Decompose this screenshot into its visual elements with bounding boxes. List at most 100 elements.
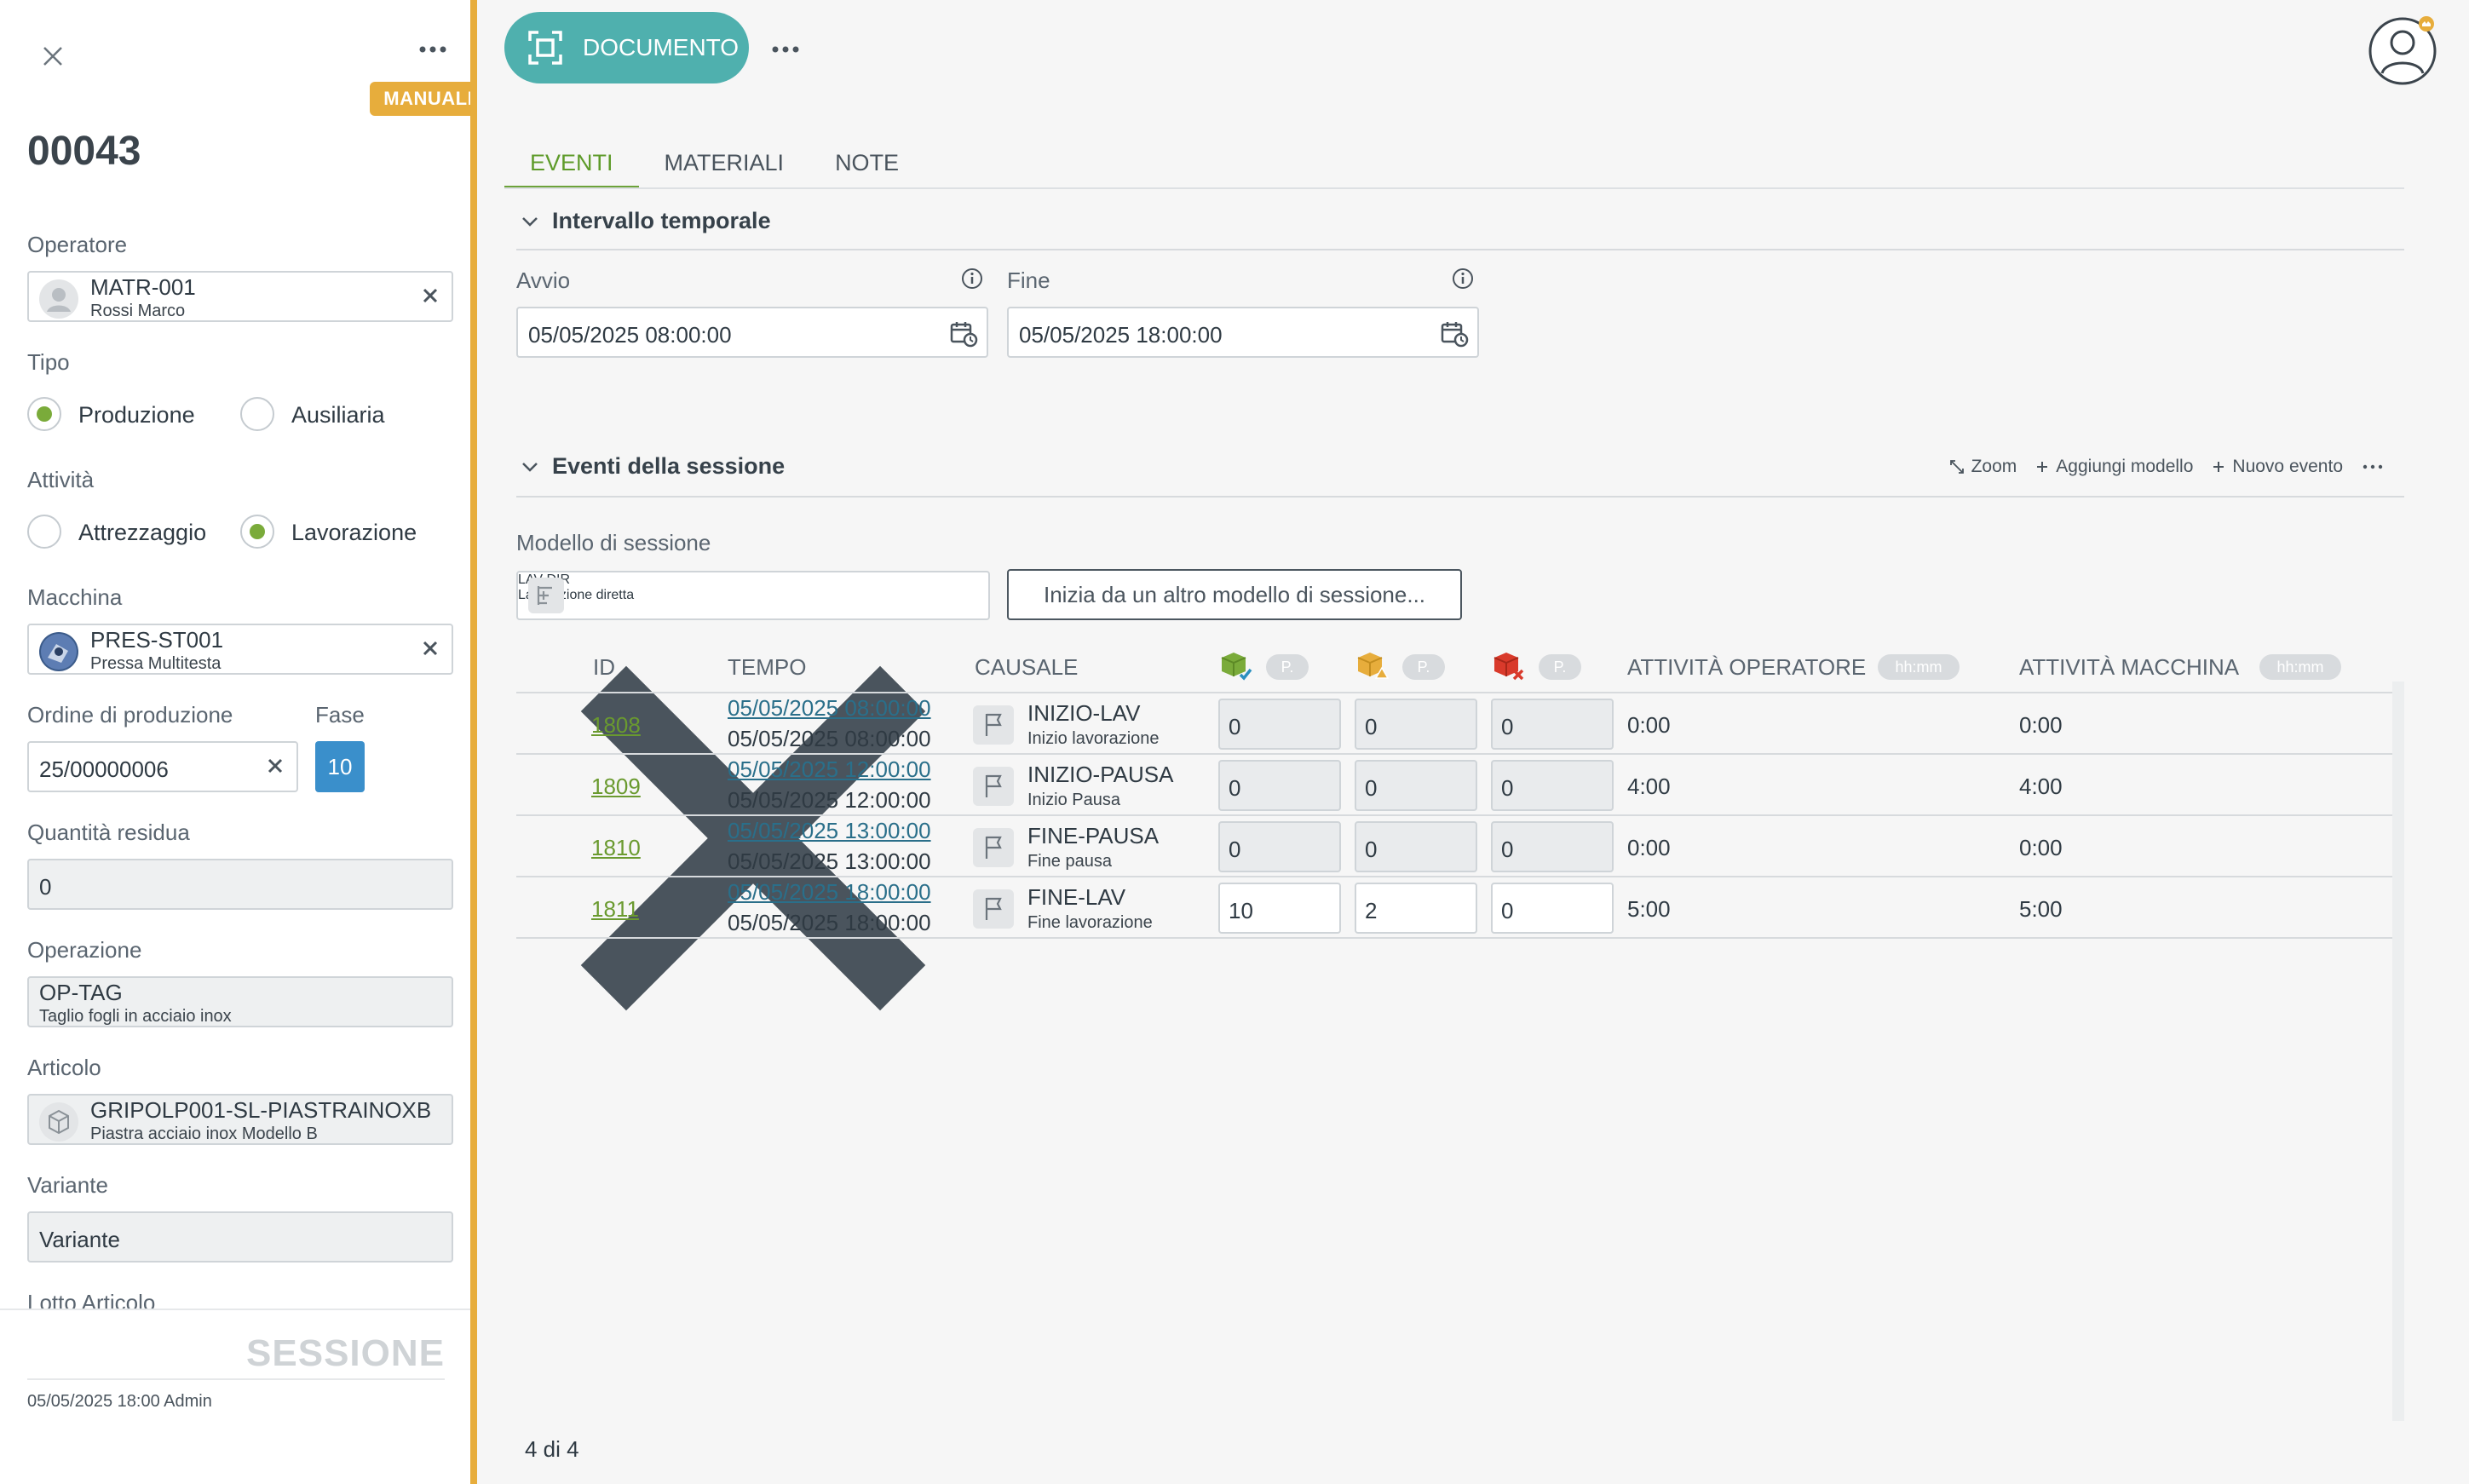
table-scrollbar[interactable] <box>2392 682 2404 1421</box>
calendar-clock-icon[interactable] <box>1440 320 1469 348</box>
interval-section-toggle[interactable]: Intervallo temporale <box>521 208 771 234</box>
session-model-field[interactable]: LAV-DIR Lavorazione diretta <box>516 571 990 1011</box>
macchina-label: Macchina <box>27 584 123 610</box>
header-attivita-macchina[interactable]: ATTIVITÀ MACCHINA <box>2019 654 2240 680</box>
operazione-label: Operazione <box>27 937 142 963</box>
attivita-label: Attività <box>27 467 95 492</box>
close-icon[interactable] <box>37 41 68 72</box>
radio-produzione[interactable] <box>27 397 61 431</box>
operatore-code: MATR-001 <box>90 274 196 300</box>
clear-icon[interactable] <box>421 639 440 658</box>
user-profile-icon[interactable] <box>2367 14 2438 85</box>
new-event-label: Nuovo evento <box>2232 457 2343 476</box>
qty-warning: 0 <box>1355 699 1477 750</box>
header-id[interactable]: ID <box>593 654 615 680</box>
more-options-icon[interactable] <box>768 39 803 60</box>
table-row[interactable]: 1808 05/05/2025 08:00:00 05/05/2025 08:0… <box>516 693 2403 755</box>
zoom-button[interactable]: Zoom <box>1949 457 2017 477</box>
end-date-input[interactable]: 05/05/2025 18:00:00 <box>1007 307 1479 358</box>
flag-icon <box>973 767 1014 806</box>
tab-eventi[interactable]: EVENTI <box>504 145 639 189</box>
table-row[interactable]: 1810 05/05/2025 13:00:00 05/05/2025 13:0… <box>516 816 2403 877</box>
qty-warning: 0 <box>1355 821 1477 872</box>
table-row[interactable]: 1811 05/05/2025 18:00:00 05/05/2025 18:0… <box>516 877 2403 939</box>
radio-ausiliaria[interactable] <box>240 397 274 431</box>
articolo-field: GRIPOLP001-SL-PIASTRAINOXB Piastra accia… <box>27 1094 453 1145</box>
plus-icon <box>2213 462 2224 472</box>
expand-icon <box>1949 460 1964 474</box>
info-icon[interactable] <box>1452 267 1474 290</box>
qty-good-input[interactable]: 10 <box>1218 883 1341 934</box>
more-options-icon[interactable] <box>2362 463 2384 471</box>
operatore-label: Operatore <box>27 232 128 257</box>
event-id-link[interactable]: 1811 <box>591 896 639 922</box>
start-date-input[interactable]: 05/05/2025 08:00:00 <box>516 307 988 358</box>
start-label: Avvio <box>516 267 571 293</box>
model-icon <box>528 578 564 613</box>
radio-lavorazione[interactable] <box>240 515 274 549</box>
tab-materiali[interactable]: MATERIALI <box>664 150 785 175</box>
more-options-icon[interactable] <box>416 39 450 60</box>
clear-icon[interactable] <box>421 286 440 305</box>
clear-icon[interactable] <box>266 756 285 775</box>
event-id-link[interactable]: 1809 <box>591 774 641 799</box>
warning-box-icon <box>1357 653 1390 679</box>
events-title: Eventi della sessione <box>552 453 786 479</box>
event-id-link[interactable]: 1810 <box>591 835 641 860</box>
event-time-link[interactable]: 05/05/2025 08:00:00 <box>728 695 931 721</box>
reject-box-icon <box>1493 653 1524 681</box>
pill-hhmm: hh:mm <box>2259 654 2341 680</box>
good-box-icon <box>1221 653 1252 681</box>
ordine-value: 25/00000006 <box>39 756 169 782</box>
operatore-field[interactable]: MATR-001 Rossi Marco <box>27 271 453 322</box>
qty-reject-input[interactable]: 0 <box>1491 883 1614 934</box>
quantita-label: Quantità residua <box>27 820 190 845</box>
qty-reject: 0 <box>1491 821 1614 872</box>
header-attivita-operatore[interactable]: ATTIVITÀ OPERATORE <box>1627 654 1867 680</box>
info-icon[interactable] <box>961 267 983 290</box>
events-section-toggle[interactable]: Eventi della sessione <box>521 453 785 480</box>
session-footer: SESSIONE 05/05/2025 18:00 Admin <box>0 1309 470 1484</box>
manual-badge: MANUALE <box>370 82 470 116</box>
machine-time: 4:00 <box>2019 774 2063 799</box>
add-model-button[interactable]: Aggiungi modello <box>2035 457 2193 477</box>
ordine-field[interactable]: 25/00000006 <box>27 741 298 792</box>
event-time: 05/05/2025 13:00:00 <box>728 848 931 874</box>
pill-p: P. <box>1402 654 1445 680</box>
new-event-button[interactable]: Nuovo evento <box>2212 457 2343 477</box>
document-button[interactable]: DOCUMENTO <box>504 12 749 83</box>
calendar-clock-icon[interactable] <box>949 320 978 348</box>
machine-time: 0:00 <box>2019 835 2063 860</box>
model-name: Lavorazione diretta <box>518 588 635 602</box>
event-id-link[interactable]: 1808 <box>591 712 641 738</box>
session-detail-panel: MANUALE 00043 Operatore MATR-001 Rossi M… <box>0 0 477 1484</box>
event-time-link[interactable]: 05/05/2025 13:00:00 <box>728 818 931 843</box>
causale-desc: Fine lavorazione <box>1027 913 1153 932</box>
event-time-link[interactable]: 05/05/2025 18:00:00 <box>728 879 931 905</box>
fase-badge: 10 <box>315 741 365 792</box>
header-tempo[interactable]: TEMPO <box>728 654 807 680</box>
radio-attrezzaggio-label: Attrezzaggio <box>78 520 207 545</box>
macchina-field[interactable]: PRES-ST001 Pressa Multitesta <box>27 624 453 675</box>
table-row[interactable]: 1809 05/05/2025 12:00:00 05/05/2025 12:0… <box>516 755 2403 816</box>
qty-good: 0 <box>1218 760 1341 811</box>
qty-warning: 0 <box>1355 760 1477 811</box>
qty-warning-input[interactable]: 2 <box>1355 883 1477 934</box>
tipo-label: Tipo <box>27 349 70 375</box>
flag-icon <box>973 889 1014 929</box>
qty-good: 0 <box>1218 821 1341 872</box>
header-causale[interactable]: CAUSALE <box>975 654 1079 680</box>
quantita-field: 0 <box>27 859 453 910</box>
causale-code: INIZIO-PAUSA <box>1027 762 1174 787</box>
session-meta: 05/05/2025 18:00 Admin <box>27 1392 212 1411</box>
variante-field: Variante <box>27 1211 453 1263</box>
scan-icon <box>528 31 562 65</box>
operator-time: 0:00 <box>1627 712 1671 738</box>
operatore-name: Rossi Marco <box>90 302 186 320</box>
start-other-model-button[interactable]: Inizia da un altro modello di sessione..… <box>1007 569 1462 620</box>
tab-note[interactable]: NOTE <box>835 150 900 175</box>
radio-attrezzaggio[interactable] <box>27 515 61 549</box>
articolo-code: GRIPOLP001-SL-PIASTRAINOXB <box>90 1097 432 1123</box>
pill-hhmm: hh:mm <box>1878 654 1960 680</box>
event-time-link[interactable]: 05/05/2025 12:00:00 <box>728 756 931 782</box>
